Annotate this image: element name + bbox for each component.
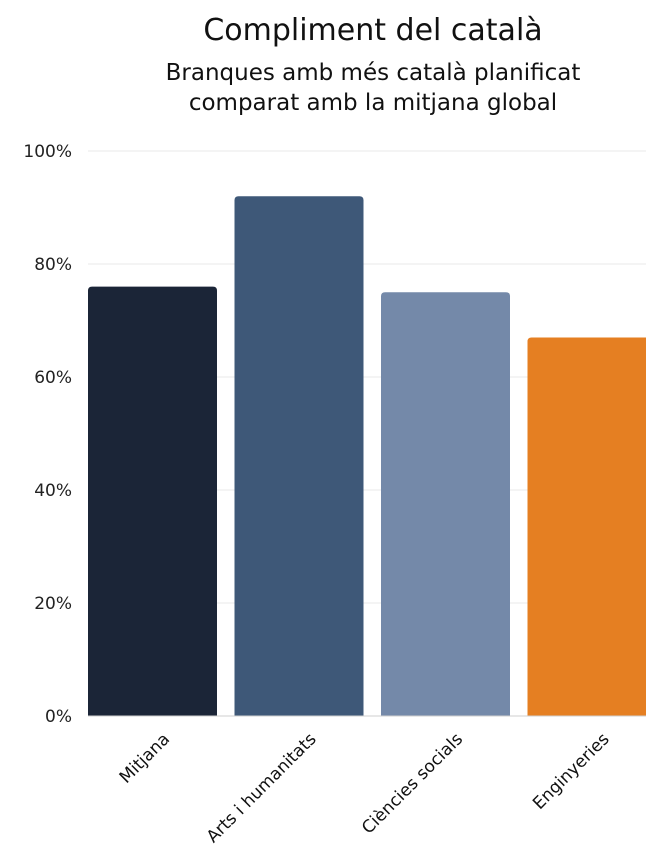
y-tick-label: 0%	[45, 707, 72, 727]
y-tick-label: 20%	[34, 594, 72, 614]
x-tick-label: Ciències socials	[358, 729, 467, 838]
y-tick-label: 40%	[34, 481, 72, 501]
bar-mitjana	[88, 287, 217, 716]
bars	[88, 196, 646, 716]
y-tick-label: 60%	[34, 368, 72, 388]
x-axis-labels: Mitjana Arts i humanitats Ciències socials…	[116, 729, 614, 847]
x-tick-label: Arts i humanitats	[203, 729, 321, 847]
y-axis-ticks: 0% 20% 40% 60% 80% 100%	[23, 142, 72, 727]
bar-arts-i-humanitats	[235, 196, 364, 716]
y-tick-label: 100%	[23, 142, 72, 162]
y-tick-label: 80%	[34, 255, 72, 275]
x-tick-label: Mitjana	[116, 729, 174, 787]
bar-ciències-socials	[381, 292, 510, 716]
x-tick-label: Enginyeries	[529, 729, 613, 813]
bar-enginyeries	[528, 337, 646, 716]
